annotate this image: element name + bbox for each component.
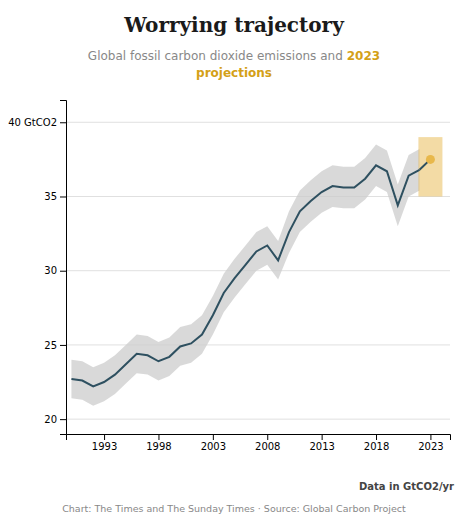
y-tick: 25 xyxy=(44,340,66,351)
x-tick-label: 1993 xyxy=(92,441,117,452)
x-tick-label: 2008 xyxy=(255,441,280,452)
confidence-band xyxy=(71,145,419,406)
subtitle-highlight: projections xyxy=(196,66,272,80)
y-tick-label: 25 xyxy=(44,340,57,351)
x-tick-mark xyxy=(322,434,323,440)
x-tick: 1993 xyxy=(92,434,117,452)
x-tick: 2003 xyxy=(201,434,226,452)
subtitle-highlight: 2023 xyxy=(347,49,380,63)
grid-line xyxy=(66,270,450,271)
y-tick: 30 xyxy=(44,265,66,276)
x-tick-mark xyxy=(213,434,214,440)
x-tick-mark xyxy=(158,434,159,440)
x-tick-mark xyxy=(267,434,268,440)
chart: 1993 1998 2003 2008 2013 2018 2023 20 25 30 35 40 G… xyxy=(0,0,468,526)
subtitle-text: Global fossil carbon dioxide emissions a… xyxy=(88,49,343,63)
x-tick-mark xyxy=(104,434,105,440)
x-tick-label: 1998 xyxy=(146,441,171,452)
projection-range xyxy=(418,137,442,196)
title: Worrying trajectory xyxy=(123,13,345,37)
x-tick-label: 2023 xyxy=(418,441,443,452)
projection-point xyxy=(426,155,435,164)
x-tick-label: 2018 xyxy=(364,441,389,452)
x-axis: 1993 1998 2003 2008 2013 2018 2023 xyxy=(67,434,451,452)
y-tick-mark xyxy=(60,271,66,272)
y-axis: 20 25 30 35 40 GtCO2 xyxy=(8,101,66,435)
y-tick-mark xyxy=(60,196,66,197)
y-tick: 40 GtCO2 xyxy=(8,117,66,128)
x-axis-line xyxy=(67,435,451,441)
x-tick-mark xyxy=(376,434,377,440)
x-tick: 2008 xyxy=(255,434,280,452)
y-tick-mark xyxy=(60,419,66,420)
x-tick: 2018 xyxy=(364,434,389,452)
y-tick: 20 xyxy=(44,414,66,425)
x-tick-mark xyxy=(430,434,431,440)
x-tick-label: 2003 xyxy=(201,441,226,452)
grid xyxy=(66,122,450,419)
x-tick-label: 2013 xyxy=(309,441,334,452)
y-axis-line xyxy=(60,101,67,435)
x-tick: 2013 xyxy=(309,434,334,452)
footer-source: Chart: The Times and The Sunday Times · … xyxy=(62,503,406,514)
footer-note: Data in GtCO2/yr xyxy=(359,481,454,492)
y-tick-label: 40 GtCO2 xyxy=(8,117,57,128)
y-tick-label: 35 xyxy=(44,191,57,202)
y-tick-mark xyxy=(60,122,66,123)
grid-line xyxy=(66,122,450,123)
grid-line xyxy=(66,419,450,420)
emissions-line xyxy=(71,165,419,386)
y-tick-label: 30 xyxy=(44,265,57,276)
y-tick-label: 20 xyxy=(44,414,57,425)
y-tick-mark xyxy=(60,345,66,346)
x-tick: 2023 xyxy=(418,434,443,452)
plot xyxy=(71,137,442,406)
grid-line xyxy=(66,344,450,345)
x-tick: 1998 xyxy=(146,434,171,452)
y-tick: 35 xyxy=(44,191,66,202)
subtitle: Global fossil carbon dioxide emissions a… xyxy=(88,49,380,80)
